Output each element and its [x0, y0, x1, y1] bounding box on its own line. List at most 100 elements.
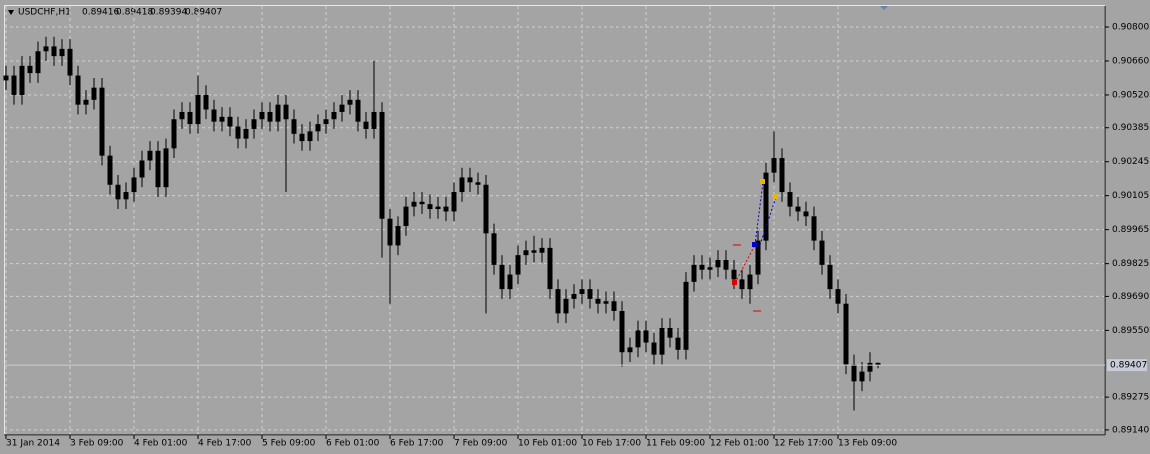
candle-body — [787, 192, 793, 207]
header-close: 0.89407 — [185, 8, 222, 18]
candle-body — [715, 260, 721, 268]
x-tick-label: 3 Feb 09:00 — [70, 439, 124, 449]
x-tick-label: 13 Feb 09:00 — [838, 439, 897, 449]
candle-body — [443, 206, 449, 212]
candle-body — [299, 133, 305, 142]
candle-body — [507, 274, 513, 290]
y-tick-label: 0.90800 — [1112, 22, 1149, 32]
y-tick-label: 0.89690 — [1112, 292, 1149, 302]
candle-body — [427, 204, 433, 210]
candle-body — [515, 255, 521, 275]
y-tick-label: 0.90105 — [1112, 191, 1149, 201]
candle-body — [779, 158, 785, 193]
candle-body — [315, 124, 321, 132]
x-tick-label: 12 Feb 17:00 — [774, 439, 833, 449]
candle-body — [635, 330, 641, 348]
candle-body — [91, 87, 97, 100]
candle-body — [531, 250, 537, 253]
candle-body — [251, 119, 257, 129]
candle-body — [363, 121, 369, 129]
price-label-box — [1107, 359, 1147, 372]
candle-body — [195, 94, 201, 125]
candle-body — [411, 201, 417, 207]
shift-marker[interactable] — [880, 6, 888, 10]
candle-body — [651, 342, 657, 355]
candle-body — [19, 65, 25, 95]
candle-body — [579, 289, 585, 294]
candle-body — [291, 119, 297, 134]
candle-body — [811, 216, 817, 241]
y-tick-label: 0.89550 — [1112, 326, 1149, 336]
candle-body — [499, 264, 505, 290]
candle-body — [395, 226, 401, 246]
candle-body — [467, 177, 473, 183]
y-tick-label: 0.90385 — [1112, 123, 1149, 133]
candle-body — [419, 201, 425, 205]
candle-body — [35, 51, 41, 74]
x-tick-label: 31 Jan 2014 — [6, 439, 60, 449]
candle-body — [203, 94, 209, 110]
candle-body — [139, 160, 145, 178]
candle-body — [235, 126, 241, 139]
candle-body — [219, 116, 225, 122]
candle-body — [475, 182, 481, 185]
candle-body — [835, 289, 841, 304]
candle-body — [67, 48, 73, 76]
candle-body — [571, 293, 577, 299]
candle-body — [659, 327, 665, 355]
y-tick-label: 0.89140 — [1112, 425, 1149, 435]
candle-body — [555, 289, 561, 314]
candle-body — [155, 150, 161, 188]
candle-body — [275, 104, 281, 122]
candle-body — [283, 104, 289, 120]
candle-body — [355, 99, 361, 122]
candle-body — [27, 65, 33, 74]
y-tick-label: 0.89825 — [1112, 259, 1149, 269]
candle-body — [843, 303, 849, 365]
candle-body — [595, 298, 601, 304]
x-tick-label: 12 Feb 01:00 — [710, 439, 769, 449]
candle-body — [523, 250, 529, 256]
candle-body — [683, 281, 689, 350]
header-open: 0.89416 — [82, 8, 119, 18]
x-tick-label: 11 Feb 09:00 — [646, 439, 705, 449]
y-tick-label: 0.89965 — [1112, 225, 1149, 235]
candle-body — [827, 264, 833, 290]
candle-body — [747, 274, 753, 290]
candle-body — [163, 148, 169, 188]
candle-body — [323, 119, 329, 125]
candle-body — [267, 111, 273, 122]
x-tick-label: 4 Feb 01:00 — [134, 439, 188, 449]
candle-body — [619, 310, 625, 353]
symbol-title: USDCHF,H1 — [18, 8, 71, 18]
candle-body — [123, 192, 129, 200]
candle-body — [603, 301, 609, 304]
candle-body — [43, 46, 49, 52]
candle-body — [211, 109, 217, 122]
x-tick-label: 5 Feb 09:00 — [262, 439, 316, 449]
candle-body — [539, 247, 545, 253]
x-tick-label: 10 Feb 01:00 — [518, 439, 577, 449]
candle-body — [451, 192, 457, 212]
x-tick-label: 7 Feb 09:00 — [454, 439, 508, 449]
candle-body — [115, 184, 121, 200]
candle-body — [11, 75, 17, 95]
candle-body — [667, 327, 673, 338]
candle-body — [51, 46, 57, 57]
candle-body — [347, 99, 353, 105]
candle-body — [731, 269, 737, 280]
candle-body — [795, 206, 801, 212]
y-tick-label: 0.90520 — [1112, 90, 1149, 100]
x-tick-label: 4 Feb 17:00 — [198, 439, 252, 449]
candle-body — [387, 218, 393, 246]
candle-body — [867, 362, 873, 372]
trade-arrows — [732, 179, 778, 312]
candle-body — [563, 298, 569, 314]
x-tick-label: 6 Feb 01:00 — [326, 439, 380, 449]
candle-body — [403, 206, 409, 227]
candle-body — [3, 75, 9, 81]
header-arrow[interactable] — [8, 10, 14, 15]
candle-body — [643, 330, 649, 343]
candle-body — [491, 233, 497, 265]
candle-body — [147, 150, 153, 161]
